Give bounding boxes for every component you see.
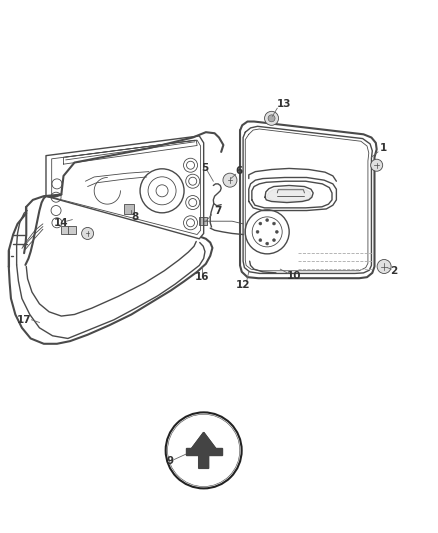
Circle shape xyxy=(256,230,259,233)
Circle shape xyxy=(259,222,262,225)
Text: 17: 17 xyxy=(17,315,32,325)
Circle shape xyxy=(81,228,94,239)
Circle shape xyxy=(265,111,279,125)
Text: 12: 12 xyxy=(236,280,251,290)
Circle shape xyxy=(259,239,262,241)
Text: 7: 7 xyxy=(215,206,222,215)
Text: 9: 9 xyxy=(166,456,173,466)
Text: 6: 6 xyxy=(235,166,242,175)
Polygon shape xyxy=(266,188,311,201)
Polygon shape xyxy=(186,448,222,455)
Text: 14: 14 xyxy=(54,218,69,228)
Text: 16: 16 xyxy=(195,272,210,282)
Text: 5: 5 xyxy=(201,163,208,173)
Polygon shape xyxy=(192,432,215,448)
Circle shape xyxy=(276,230,278,233)
Circle shape xyxy=(377,260,391,273)
Text: 2: 2 xyxy=(391,266,398,276)
Text: 8: 8 xyxy=(131,213,138,222)
Circle shape xyxy=(268,115,275,122)
Circle shape xyxy=(371,159,383,171)
Text: 13: 13 xyxy=(276,99,291,109)
FancyBboxPatch shape xyxy=(124,204,134,214)
Circle shape xyxy=(266,219,268,222)
Circle shape xyxy=(272,239,276,241)
Polygon shape xyxy=(192,432,215,469)
FancyBboxPatch shape xyxy=(199,217,207,225)
Circle shape xyxy=(266,242,268,245)
Text: 10: 10 xyxy=(287,271,302,281)
FancyBboxPatch shape xyxy=(61,226,69,235)
Text: 1: 1 xyxy=(380,143,387,153)
Circle shape xyxy=(272,222,276,225)
Circle shape xyxy=(223,173,237,187)
FancyBboxPatch shape xyxy=(68,226,76,235)
Circle shape xyxy=(166,413,242,488)
